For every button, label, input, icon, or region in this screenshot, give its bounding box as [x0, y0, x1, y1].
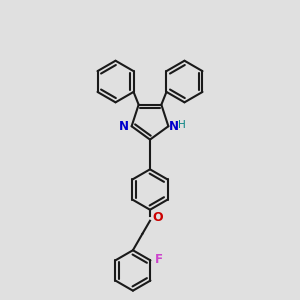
Text: N: N	[119, 120, 129, 133]
Text: N: N	[169, 120, 179, 133]
Text: O: O	[152, 211, 163, 224]
Text: H: H	[178, 120, 185, 130]
Text: F: F	[155, 253, 163, 266]
